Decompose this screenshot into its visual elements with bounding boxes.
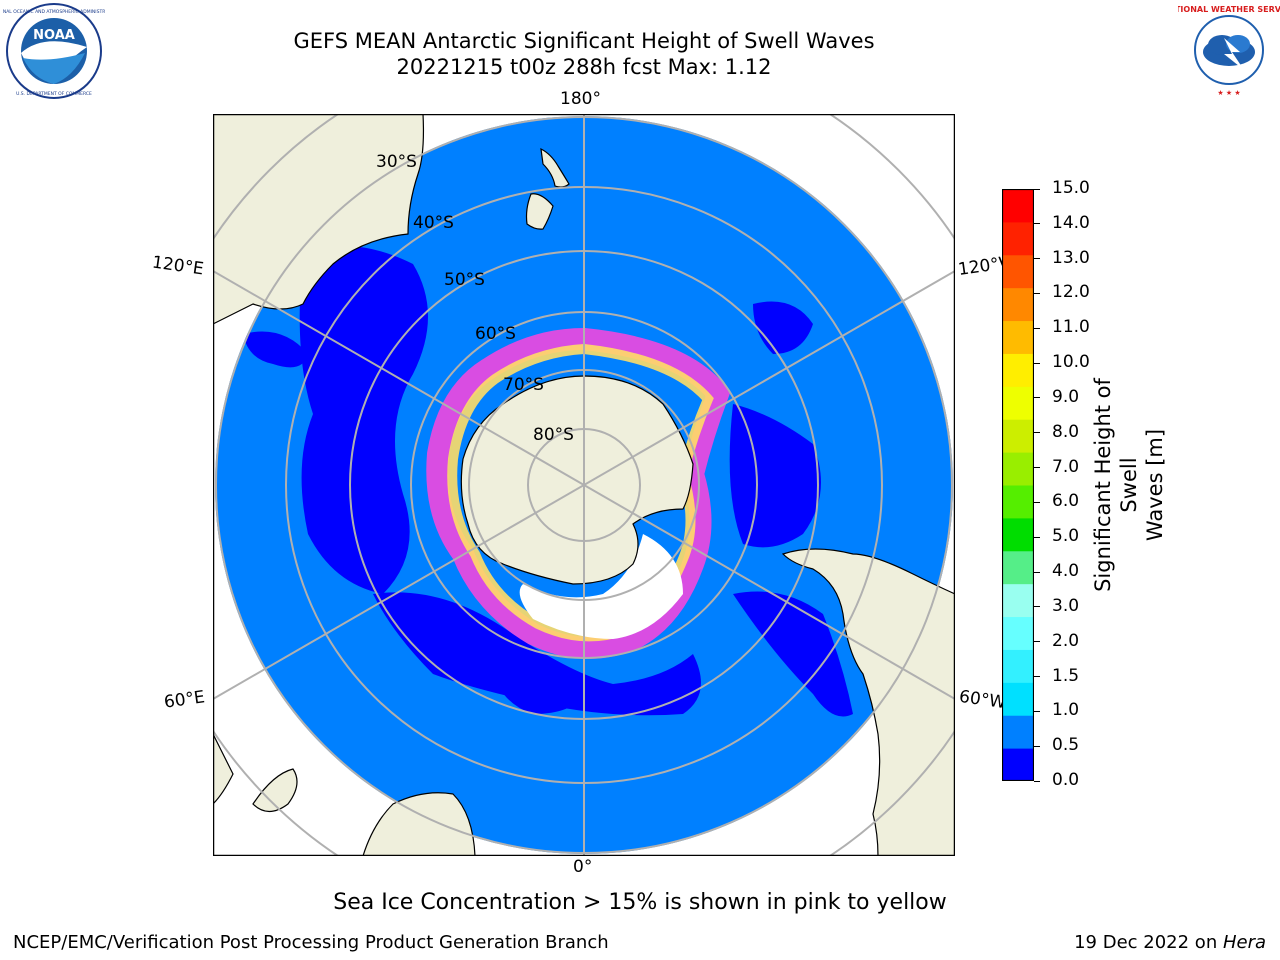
lon-label-60e: 60°E [162,687,207,713]
lon-label-0: 0° [573,857,593,877]
colorbar-tick-label: 11.0 [1052,317,1090,338]
svg-text:NATIONAL OCEANIC AND ATMOSPHER: NATIONAL OCEANIC AND ATMOSPHERIC ADMINIS… [3,9,105,15]
colorbar-tick-mark [1034,292,1040,294]
colorbar-label-line1: Significant Height of Swell [1091,378,1141,592]
lat-label-50s: 50°S [444,270,485,290]
colorbar-tick-mark [1034,676,1040,678]
colorbar-tick-label: 10.0 [1052,352,1090,373]
colorbar-tick-label: 6.0 [1052,491,1080,512]
chart-title: GEFS MEAN Antarctic Significant Height o… [293,29,875,53]
colorbar-tick-mark [1034,258,1040,260]
nws-logo: NATIONAL WEATHER SERVICE ★ ★ ★ [1178,3,1280,97]
colorbar-tick-label: 1.5 [1052,665,1080,686]
footer-host: Hera [1222,932,1266,953]
colorbar-tick-label: 9.0 [1052,386,1080,407]
colorbar-band [1002,452,1034,486]
colorbar-band [1002,550,1034,585]
footer-branch: NCEP/EMC/Verification Post Processing Pr… [13,932,609,953]
colorbar-band [1002,583,1034,618]
colorbar-band [1002,517,1034,552]
colorbar-tick-mark [1034,641,1040,643]
colorbar-tick-label: 0.0 [1052,770,1080,790]
land-new-zealand [525,147,570,230]
lon-label-60w: 60°W [957,686,1008,714]
colorbar-band [1002,485,1034,519]
colorbar-tick-label: 7.0 [1052,456,1080,477]
colorbar-band [1002,748,1034,781]
colorbar-tick-label: 4.0 [1052,561,1080,582]
colorbar-tick-mark [1034,606,1040,608]
colorbar-label-line2: Waves [m] [1143,428,1167,542]
colorbar-tick-mark [1034,501,1040,503]
colorbar-tick-label: 3.0 [1052,595,1080,616]
colorbar-tick-mark [1034,188,1040,190]
colorbar-tick-mark [1034,710,1040,712]
colorbar-tick-label: 1.0 [1052,700,1080,721]
lat-label-80s: 80°S [533,425,574,445]
colorbar-band [1002,287,1034,322]
colorbar-band [1002,254,1034,289]
polar-map [213,114,955,856]
colorbar-tick-mark [1034,397,1040,399]
lon-label-120e: 120°E [150,252,205,280]
colorbar-band [1002,189,1034,223]
graticule [213,114,955,856]
colorbar-band [1002,616,1034,650]
noaa-logo: NOAA NATIONAL OCEANIC AND ATMOSPHERIC AD… [3,3,105,99]
colorbar-tick-label: 8.0 [1052,421,1080,442]
colorbar-tick-label: 5.0 [1052,526,1080,547]
colorbar-band [1002,320,1034,354]
lat-label-60s: 60°S [475,324,516,344]
colorbar-tick-mark [1034,327,1040,329]
lat-label-70s: 70°S [503,375,544,395]
colorbar-tick-mark [1034,780,1040,782]
lat-label-40s: 40°S [413,213,454,233]
colorbar-tick-mark [1034,536,1040,538]
chart-subtitle: 20221215 t00z 288h fcst Max: 1.12 [396,55,772,79]
colorbar-label: Significant Height of Swell Waves [m] [1090,370,1168,600]
colorbar-tick-mark [1034,745,1040,747]
colorbar-tick-label: 13.0 [1052,247,1090,268]
colorbar-tick-mark [1034,223,1040,225]
colorbar [1002,189,1034,781]
colorbar-tick-label: 0.5 [1052,735,1080,756]
colorbar-tick-mark [1034,571,1040,573]
land-africa [362,792,476,856]
colorbar-band [1002,682,1034,716]
colorbar-tick-label: 15.0 [1052,178,1090,198]
colorbar-tick-label: 2.0 [1052,630,1080,651]
noaa-logo-text: NOAA [33,28,75,43]
svg-text:★ ★ ★: ★ ★ ★ [1217,89,1240,97]
sea-ice-note: Sea Ice Concentration > 15% is shown in … [333,890,947,915]
footer-date: 19 Dec 2022 on Hera [1074,932,1266,953]
lat-label-30s: 30°S [376,152,417,172]
colorbar-band [1002,419,1034,453]
colorbar-band [1002,386,1034,420]
svg-text:U.S. DEPARTMENT OF COMMERCE: U.S. DEPARTMENT OF COMMERCE [16,91,92,97]
colorbar-band [1002,649,1034,683]
colorbar-band [1002,221,1034,256]
colorbar-tick-mark [1034,362,1040,364]
colorbar-tick-mark [1034,467,1040,469]
colorbar-tick-label: 12.0 [1052,282,1090,303]
colorbar-band [1002,715,1034,749]
lon-label-180: 180° [560,89,601,109]
colorbar-tick-label: 14.0 [1052,212,1090,233]
svg-text:NATIONAL WEATHER SERVICE: NATIONAL WEATHER SERVICE [1178,5,1280,14]
footer-date-text: 19 Dec 2022 on [1074,932,1223,953]
land-australia [213,114,425,325]
colorbar-band [1002,353,1034,387]
colorbar-tick-mark [1034,432,1040,434]
